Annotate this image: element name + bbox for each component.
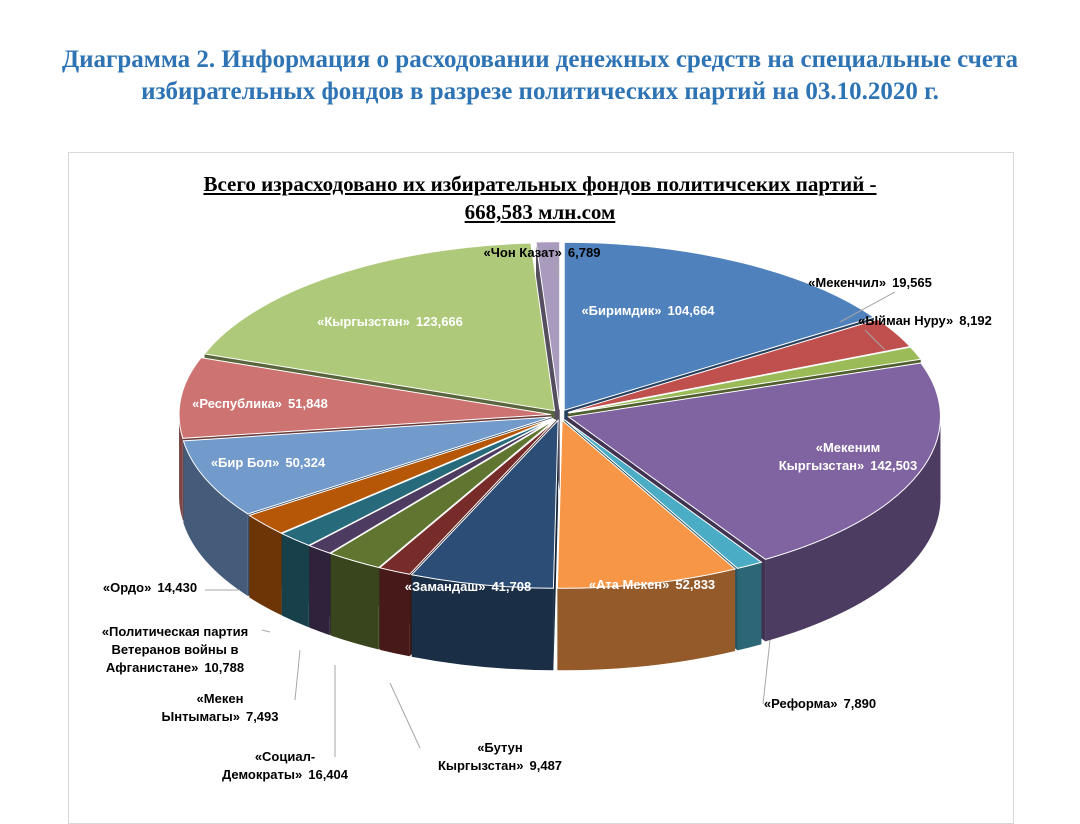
value-label: 7,493: [245, 709, 279, 724]
slice: [248, 417, 554, 534]
category-label: «Замандаш»: [404, 579, 486, 594]
leader-line: [554, 261, 559, 276]
data-label: «Чон Казат» 6,789: [442, 244, 642, 262]
data-label: «Социал-Демократы» 16,404: [195, 748, 375, 784]
leader-line: [389, 682, 421, 749]
leader-line: [294, 649, 301, 701]
slice-wall: [309, 545, 330, 636]
value-label: 50,324: [285, 455, 326, 470]
slice: [563, 241, 876, 411]
value-label: 142,503: [870, 458, 918, 473]
slice: [178, 357, 552, 439]
category-label: «Биримдик»: [581, 303, 662, 318]
slice-wall: [411, 574, 554, 671]
value-label: 19,565: [892, 275, 932, 290]
leader-line: [839, 291, 896, 323]
slice-wall: [737, 562, 762, 651]
data-label: «Бутун Кыргызстан» 9,487: [415, 739, 585, 775]
data-label: «Реформа» 7,890: [720, 695, 920, 713]
value-label: 123,666: [415, 314, 463, 329]
value-label: 8,192: [959, 313, 992, 328]
slice: [308, 418, 555, 554]
category-label: «Кыргызстан»: [317, 314, 410, 329]
category-label: «Мекенчил»: [808, 275, 887, 290]
category-label: «Ордо»: [102, 580, 152, 595]
data-label: «Бир Бол» 50,324: [168, 454, 368, 472]
slice-wall: [183, 440, 248, 596]
data-label: «Республика» 51,848: [160, 395, 360, 413]
category-label: «Республика»: [192, 396, 283, 411]
category-label: «Социал-Демократы»: [221, 749, 316, 782]
slice-wall: [281, 533, 309, 628]
data-label: «Ата Мекен» 52,833: [552, 576, 752, 594]
slice: [280, 418, 554, 546]
value-label: 7,890: [843, 696, 877, 711]
value-label: 16,404: [308, 767, 348, 782]
slice: [203, 242, 556, 412]
slice-wall: [557, 568, 736, 671]
category-label: «Мекен Ынтымагы»: [161, 691, 244, 724]
data-label: «Мекен Ынтымагы» 7,493: [140, 690, 300, 726]
slice: [410, 418, 559, 589]
category-label: «Ыйман Нуру»: [858, 313, 954, 328]
category-label: «Бир Бол»: [210, 455, 280, 470]
data-label: «Замандаш» 41,708: [368, 578, 568, 596]
value-label: 104,664: [667, 303, 715, 318]
category-label: «Мекеним Кыргызстан»: [778, 440, 881, 473]
slice-wall: [765, 416, 941, 642]
category-label: «Политическая партия Ветеранов войны в А…: [101, 624, 249, 675]
data-label: «Мекенчил» 19,565: [770, 274, 970, 292]
slice: [556, 419, 737, 589]
data-label: «Ыйман Нуру» 8,192: [825, 312, 1025, 330]
data-label: «Кыргызстан» 123,666: [290, 313, 490, 331]
data-label: «Биримдик» 104,664: [548, 302, 748, 320]
data-label: «Ордо» 14,430: [50, 579, 250, 597]
leader-line: [864, 329, 886, 351]
slice-side: [553, 420, 559, 671]
category-label: «Реформа»: [763, 696, 838, 711]
chart-title: Всего израсходовано их избирательных фон…: [203, 172, 877, 224]
leader-line: [261, 629, 271, 633]
slice: [182, 416, 552, 515]
value-label: 51,848: [288, 396, 328, 411]
slice: [329, 419, 556, 569]
value-label: 6,789: [567, 245, 601, 260]
value-label: 14,430: [157, 580, 198, 595]
data-label: «Мекеним Кыргызстан» 142,503: [748, 439, 948, 475]
slice-wall: [179, 414, 183, 521]
slice-wall: [249, 515, 282, 616]
slice-wall: [330, 553, 379, 650]
page-title: Диаграмма 2. Информация о расходовании д…: [61, 46, 1019, 105]
value-label: 10,788: [204, 660, 245, 675]
slice: [535, 241, 561, 410]
value-label: 52,833: [675, 577, 716, 592]
category-label: «Чон Казат»: [483, 245, 562, 260]
leader-line: [762, 639, 771, 705]
value-label: 9,487: [529, 758, 563, 773]
data-label: «Политическая партия Ветеранов войны в А…: [90, 623, 260, 677]
slice: [568, 346, 922, 414]
slice: [567, 318, 912, 413]
value-label: 41,708: [491, 579, 532, 594]
slice: [567, 362, 941, 560]
slice: [378, 419, 557, 575]
category-label: «Ата Мекен»: [588, 577, 670, 592]
slice: [564, 419, 763, 569]
category-label: «Бутун Кыргызстан»: [437, 740, 524, 773]
slice-wall: [379, 567, 410, 657]
